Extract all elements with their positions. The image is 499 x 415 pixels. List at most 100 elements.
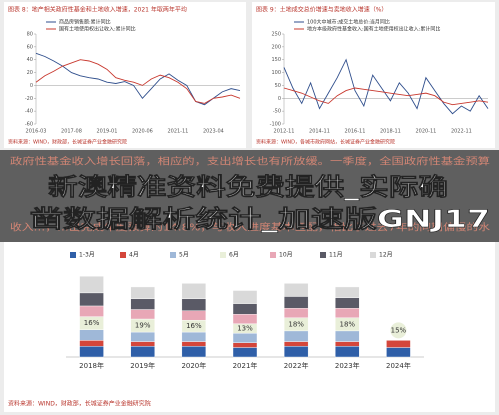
bar-segment <box>79 329 104 341</box>
legend-label: 5月 <box>179 252 189 259</box>
bar-segment <box>386 340 411 348</box>
share-label: 16% <box>186 322 202 330</box>
legend-label: 100大中城市:成交土地总价:当月同比 <box>307 19 390 26</box>
legend-swatch <box>220 252 226 258</box>
x-tick-label: 2019年 <box>130 361 155 370</box>
legend-label: 1-3月 <box>79 252 95 259</box>
bar-segment <box>335 308 360 319</box>
bar-segment <box>130 286 155 300</box>
y-tick-label: 80 <box>27 32 33 38</box>
x-tick-label: 2016-03 <box>26 129 47 135</box>
line <box>283 58 489 115</box>
share-label: 15% <box>391 326 407 334</box>
bar-segment <box>232 342 258 348</box>
legend-label: 国有土地使用权出让收入:累计同比 <box>59 26 136 33</box>
bar-segment <box>283 283 309 297</box>
x-tick-label: 2017-08 <box>61 129 82 135</box>
legend-label: 地方本级政府性基金收入:国有土地使用权出让收入:累计同比 <box>307 26 440 33</box>
source: 资料来源：WIND，各城市政府网站，长城证券产业金融研究院 <box>256 139 395 146</box>
y-tick-label: 150 <box>271 57 281 63</box>
x-tick-label: 2021年 <box>233 361 258 370</box>
bar-segment <box>386 347 411 358</box>
legend-label: 11月 <box>329 252 343 259</box>
bar-segment <box>181 283 207 300</box>
line <box>283 87 489 106</box>
bar-segment <box>181 341 207 347</box>
bar-segment <box>130 331 155 342</box>
x-tick-label: 2022年 <box>284 361 309 370</box>
chart-title: 图表 8：地产相关政府性基金和土地收入增速，2021 年取两年平均 <box>8 6 187 14</box>
bar-segment <box>181 298 207 311</box>
y-tick-label: -60 <box>25 122 33 128</box>
y-tick-label: 50 <box>275 83 281 89</box>
banner <box>0 150 499 242</box>
bar-segment <box>283 296 309 309</box>
bar-segment <box>232 314 258 324</box>
bar-segment <box>79 305 104 317</box>
bar-segment <box>283 346 309 358</box>
bar-segment <box>283 330 309 342</box>
bar-segment <box>79 346 104 358</box>
x-tick-label: 2023年 <box>335 361 360 370</box>
y-tick-label: 20 <box>27 70 33 76</box>
y-tick-label: -100 <box>270 122 281 128</box>
bar-segment <box>79 292 104 307</box>
x-tick-label: 2018-11 <box>380 129 401 135</box>
label-badge <box>390 322 407 339</box>
share-label: 13% <box>237 325 253 333</box>
y-tick-label: 250 <box>271 32 281 38</box>
legend-swatch <box>320 252 326 258</box>
x-tick-label: 2024年 <box>386 361 411 370</box>
share-label: 18% <box>288 320 304 328</box>
bar-segment <box>130 341 155 347</box>
bar-segment <box>232 303 258 315</box>
x-tick-label: 2021-11 <box>167 129 188 135</box>
y-tick-label: -20 <box>25 96 33 102</box>
y-tick-label: -40 <box>25 109 33 115</box>
bar-segment <box>232 290 258 304</box>
legend-label: 12月 <box>379 252 393 259</box>
y-tick-label: 60 <box>27 44 33 50</box>
y-tick-label: 200 <box>271 44 281 50</box>
bar-segment <box>283 341 309 347</box>
bar-segment <box>79 276 104 294</box>
legend-swatch <box>270 252 276 258</box>
legend-swatch <box>70 252 76 258</box>
x-tick-label: 2020年 <box>181 361 206 370</box>
legend-swatch <box>170 252 176 258</box>
legend-swatch <box>370 252 376 258</box>
x-tick-label: 2016-11 <box>345 129 366 135</box>
bar-segment <box>130 346 155 358</box>
legend-label: 4月 <box>129 252 139 259</box>
bar-segment <box>232 347 258 358</box>
x-tick-label: 2012-11 <box>274 129 295 135</box>
legend-swatch <box>120 252 126 258</box>
share-label: 16% <box>84 319 100 327</box>
bar-segment <box>283 308 309 319</box>
paragraph-line: 政府性基金收入增长回落，相应的，支出增长也有所放缓。一季度，全国政府性基金预算 <box>10 156 490 168</box>
bar-segment <box>79 340 104 347</box>
legend-label: 商品房销售额:累计同比 <box>59 19 111 26</box>
panel <box>252 2 495 148</box>
bar-segment <box>335 341 360 347</box>
y-tick-label: 40 <box>27 57 33 63</box>
bar-segment <box>130 298 155 310</box>
y-tick-label: 100 <box>271 70 281 76</box>
bar-segment <box>181 331 207 342</box>
legend-label: 10月 <box>279 252 293 259</box>
x-tick-label: 2020-06 <box>132 129 153 135</box>
bar-segment <box>232 333 258 343</box>
bar-segment <box>335 297 360 309</box>
bar-segment <box>181 346 207 358</box>
x-tick-label: 2023-04 <box>203 129 224 135</box>
chart-title: 图表 9：土地成交总价增速与卖地收入增速（%） <box>256 6 387 14</box>
bar-segment <box>335 330 360 342</box>
y-tick-label: 0 <box>30 83 33 89</box>
bar-segment <box>335 286 360 298</box>
share-label: 19% <box>135 322 151 330</box>
x-tick-label: 2022-11 <box>451 129 472 135</box>
headline: 凿数据解析统计_加速版GNJ17 <box>30 205 490 233</box>
share-label: 18% <box>340 320 356 328</box>
panel <box>4 2 246 148</box>
x-tick-label: 2019-01 <box>97 129 118 135</box>
